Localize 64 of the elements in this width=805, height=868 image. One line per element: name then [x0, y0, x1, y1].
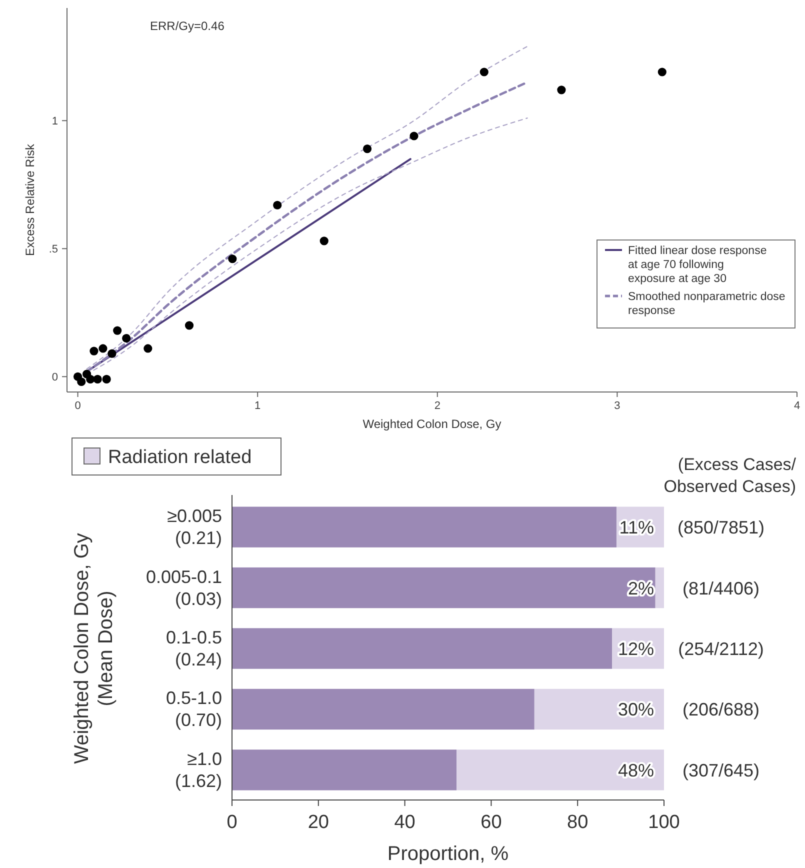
point [90, 346, 98, 356]
data-label: 30% [618, 700, 654, 720]
legend-label: Fitted linear dose response at age 70 following exposure at age 30 [628, 245, 767, 285]
point [362, 144, 372, 154]
y-tick-label: .5 [48, 244, 58, 256]
y-axis-title: Weighted Colon Dose, Gy (Mean Dose) [71, 533, 117, 764]
x-tick-label: 100 [648, 812, 680, 833]
legend-label: Smoothed nonparametric dose response [628, 291, 786, 317]
x-tick-label: 60 [480, 812, 502, 833]
point [410, 132, 418, 140]
data-label: 48% [618, 760, 654, 780]
point [228, 254, 237, 264]
y-tick-label: 0 [52, 372, 58, 384]
y-tick-label: 0.1-0.5 (0.24) [166, 628, 222, 670]
y-axis-title: Excess Relative Risk [23, 142, 37, 256]
point [86, 374, 95, 384]
point [98, 344, 108, 353]
point [122, 334, 131, 343]
data-label: 2% [628, 578, 654, 598]
bar [232, 688, 534, 730]
x-tick-label: 1 [254, 400, 261, 412]
text: (81/4406) [682, 578, 760, 598]
x-tick-label: 4 [794, 400, 800, 412]
x-axis-title: Proportion, % [387, 843, 509, 865]
y-tick-label: 1 [52, 116, 58, 128]
x-axis-title: Weighted Colon Dose, Gy [362, 417, 502, 431]
text: (307/645) [682, 760, 760, 780]
point [93, 374, 102, 384]
point [108, 349, 116, 358]
point [273, 200, 282, 210]
x-tick-label: 2 [434, 400, 440, 412]
x-tick-label: 0 [74, 400, 81, 412]
point [480, 68, 488, 76]
data-label: 12% [618, 639, 654, 659]
point [113, 326, 122, 335]
bar [655, 567, 664, 608]
y-tick-label: ≥1.0 (1.62) [174, 748, 222, 791]
x-tick-label: 40 [394, 812, 416, 833]
bar [232, 750, 457, 790]
point [557, 86, 566, 94]
x-tick-label: 80 [567, 812, 588, 833]
point [184, 321, 194, 330]
y-tick-label: 0.005-0.1 (0.03) [146, 566, 222, 609]
y-tick-label: 0.5-1.0 (0.70) [166, 688, 222, 730]
text: (254/2112) [678, 639, 764, 659]
point [102, 374, 111, 384]
bar [456, 750, 664, 790]
point [77, 377, 86, 386]
annotation: ERR/Gy=0.46 [150, 19, 225, 33]
x-tick-label: 20 [308, 812, 329, 833]
annotation: (Excess Cases/ Observed Cases) [664, 455, 796, 496]
bar [232, 628, 612, 669]
x-tick-label: 3 [614, 400, 620, 412]
bar [232, 506, 616, 548]
text: (850/7851) [677, 518, 765, 538]
y-tick-label: ≥0.005 (0.21) [167, 506, 222, 548]
legend-label: Radiation related [108, 447, 252, 468]
point [658, 68, 666, 76]
data-label: 11% [619, 518, 654, 538]
bar [232, 567, 656, 608]
x-tick-label: 0 [226, 812, 238, 833]
point [144, 344, 152, 353]
point [320, 236, 328, 246]
text: (206/688) [682, 700, 760, 720]
